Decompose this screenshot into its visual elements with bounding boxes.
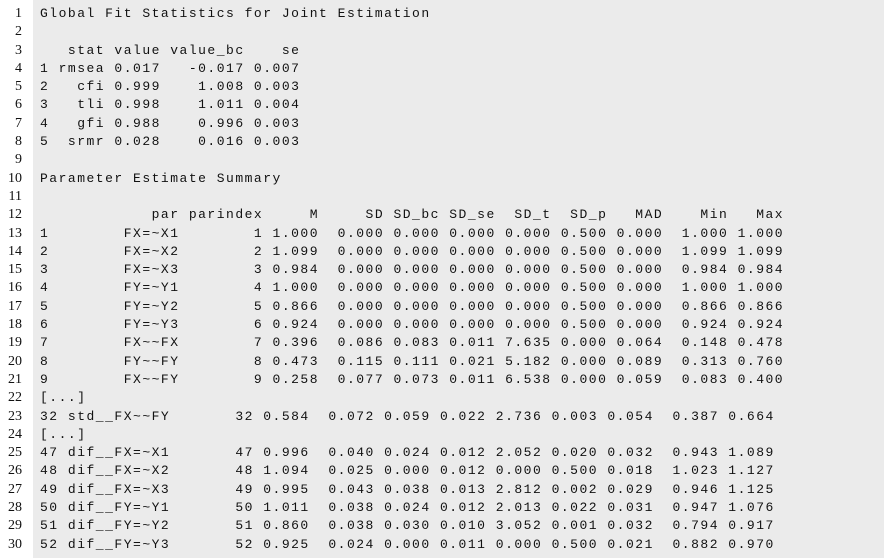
code-line: 8 5 srmr 0.028 0.016 0.003 (0, 133, 884, 151)
line-text: stat value value_bc se (40, 42, 301, 58)
code-line: 7 4 gfi 0.988 0.996 0.003 (0, 115, 884, 133)
code-line: 21 9 FX~~FY 9 0.258 0.077 0.073 0.011 6.5… (0, 371, 884, 389)
code-line: 6 3 tli 0.998 1.011 0.004 (0, 96, 884, 114)
code-line: 30 52 dif__FY=~Y3 52 0.925 0.024 0.000 0.… (0, 536, 884, 554)
line-number: 5 (15, 79, 22, 95)
code-line: 24 [...] (0, 426, 884, 444)
code-line: 17 5 FY=~Y2 5 0.866 0.000 0.000 0.000 0.0… (0, 298, 884, 316)
line-text: 52 dif__FY=~Y3 52 0.925 0.024 0.000 0.01… (40, 536, 775, 552)
line-number: 4 (15, 60, 22, 76)
code-line: 1 Global Fit Statistics for Joint Estimat… (0, 5, 884, 23)
line-text: 5 srmr 0.028 0.016 0.003 (40, 134, 301, 150)
code-listing: 1 Global Fit Statistics for Joint Estimat… (0, 5, 884, 554)
line-text: 3 tli 0.998 1.011 0.004 (40, 97, 301, 113)
code-line: 20 8 FY~~FY 8 0.473 0.115 0.111 0.021 5.1… (0, 353, 884, 371)
line-number: 21 (8, 371, 22, 387)
line-number: 13 (8, 225, 22, 241)
line-text: 4 gfi 0.988 0.996 0.003 (40, 115, 301, 131)
line-number: 30 (8, 536, 22, 552)
line-text: 48 dif__FX=~X2 48 1.094 0.025 0.000 0.01… (40, 463, 775, 479)
line-number: 9 (15, 152, 22, 168)
line-number: 25 (8, 445, 22, 461)
line-text: 9 FX~~FY 9 0.258 0.077 0.073 0.011 6.538… (40, 371, 785, 387)
line-number: 23 (8, 408, 22, 424)
code-line: 25 47 dif__FX=~X1 47 0.996 0.040 0.024 0.… (0, 444, 884, 462)
code-line: 16 4 FY=~Y1 4 1.000 0.000 0.000 0.000 0.0… (0, 279, 884, 297)
code-line: 5 2 cfi 0.999 1.008 0.003 (0, 78, 884, 96)
line-number: 6 (15, 97, 22, 113)
code-line: 13 1 FX=~X1 1 1.000 0.000 0.000 0.000 0.0… (0, 225, 884, 243)
code-line: 19 7 FX~~FX 7 0.396 0.086 0.083 0.011 7.6… (0, 334, 884, 352)
line-text: 49 dif__FX=~X3 49 0.995 0.043 0.038 0.01… (40, 481, 775, 497)
code-line: 11 (0, 188, 884, 206)
code-line: 28 50 dif__FY=~Y1 50 1.011 0.038 0.024 0.… (0, 499, 884, 517)
line-number: 11 (8, 188, 22, 204)
line-text: Global Fit Statistics for Joint Estimati… (40, 6, 431, 21)
line-number: 1 (15, 6, 22, 21)
line-number: 3 (15, 42, 22, 58)
line-number: 12 (8, 207, 22, 223)
line-number: 10 (8, 170, 22, 186)
line-text: 1 rmsea 0.017 -0.017 0.007 (40, 60, 301, 76)
line-number: 28 (8, 500, 22, 516)
line-number: 15 (8, 262, 22, 278)
code-line: 18 6 FY=~Y3 6 0.924 0.000 0.000 0.000 0.0… (0, 316, 884, 334)
line-text: 32 std__FX~~FY 32 0.584 0.072 0.059 0.02… (40, 408, 775, 424)
line-text: [...] (40, 426, 87, 442)
line-text: Parameter Estimate Summary (40, 170, 282, 186)
code-line: 27 49 dif__FX=~X3 49 0.995 0.043 0.038 0.… (0, 481, 884, 499)
line-number: 17 (8, 298, 22, 314)
line-text: 50 dif__FY=~Y1 50 1.011 0.038 0.024 0.01… (40, 500, 775, 516)
line-number: 24 (8, 426, 22, 442)
line-text: 5 FY=~Y2 5 0.866 0.000 0.000 0.000 0.000… (40, 298, 785, 314)
line-text: 51 dif__FY=~Y2 51 0.860 0.038 0.030 0.01… (40, 518, 775, 534)
code-line: 3 stat value value_bc se (0, 42, 884, 60)
code-line: 23 32 std__FX~~FY 32 0.584 0.072 0.059 0.… (0, 408, 884, 426)
code-line: 14 2 FX=~X2 2 1.099 0.000 0.000 0.000 0.0… (0, 243, 884, 261)
line-number: 14 (8, 243, 22, 259)
code-line: 4 1 rmsea 0.017 -0.017 0.007 (0, 60, 884, 78)
line-text: 8 FY~~FY 8 0.473 0.115 0.111 0.021 5.182… (40, 353, 785, 369)
line-number: 18 (8, 317, 22, 333)
line-text: par parindex M SD SD_bc SD_se SD_t SD_p … (40, 207, 785, 223)
line-text: 2 cfi 0.999 1.008 0.003 (40, 79, 301, 95)
code-background (33, 0, 884, 558)
code-line: 2 (0, 23, 884, 41)
line-text: 3 FX=~X3 3 0.984 0.000 0.000 0.000 0.000… (40, 262, 785, 278)
line-number: 27 (8, 481, 22, 497)
line-number: 20 (8, 353, 22, 369)
code-line: 9 (0, 151, 884, 169)
code-line: 29 51 dif__FY=~Y2 51 0.860 0.038 0.030 0.… (0, 517, 884, 535)
line-text: 4 FY=~Y1 4 1.000 0.000 0.000 0.000 0.000… (40, 280, 785, 296)
code-line: 10 Parameter Estimate Summary (0, 170, 884, 188)
code-line: 12 par parindex M SD SD_bc SD_se SD_t SD… (0, 206, 884, 224)
code-line: 15 3 FX=~X3 3 0.984 0.000 0.000 0.000 0.0… (0, 261, 884, 279)
line-number: 19 (8, 335, 22, 351)
line-text: 47 dif__FX=~X1 47 0.996 0.040 0.024 0.01… (40, 445, 775, 461)
line-number: 29 (8, 518, 22, 534)
line-number: 16 (8, 280, 22, 296)
line-number: 2 (15, 24, 22, 40)
line-text: [...] (40, 390, 87, 406)
code-line: 26 48 dif__FX=~X2 48 1.094 0.025 0.000 0.… (0, 462, 884, 480)
code-line: 22 [...] (0, 389, 884, 407)
line-text: 2 FX=~X2 2 1.099 0.000 0.000 0.000 0.000… (40, 243, 785, 259)
line-text: 6 FY=~Y3 6 0.924 0.000 0.000 0.000 0.000… (40, 317, 785, 333)
line-text: 7 FX~~FX 7 0.396 0.086 0.083 0.011 7.635… (40, 335, 785, 351)
line-number: 26 (8, 463, 22, 479)
line-text: 1 FX=~X1 1 1.000 0.000 0.000 0.000 0.000… (40, 225, 785, 241)
line-number: 8 (15, 134, 22, 150)
line-number: 7 (15, 115, 22, 131)
line-number: 22 (8, 390, 22, 406)
